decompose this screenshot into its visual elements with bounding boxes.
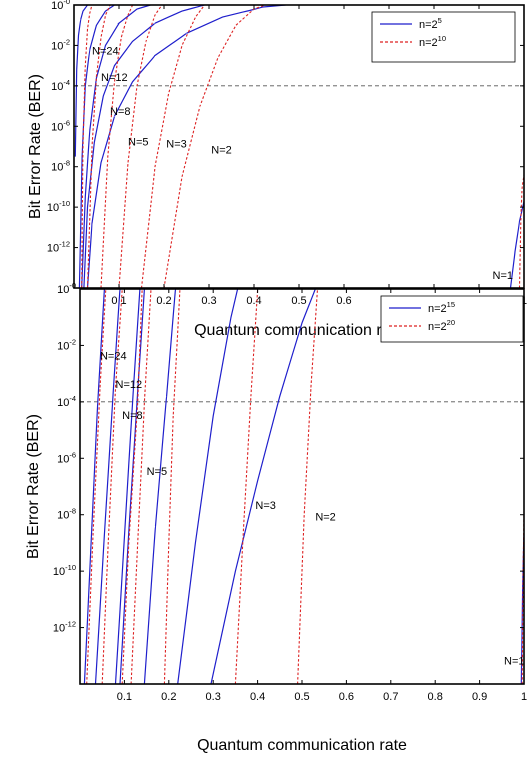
ber-chart-bottom: 0.1 0.2 0.3 0.4 0.5 0.6 0.7 0.8 0.9 1 10-0 10-2 10-4… xyxy=(25,281,527,754)
curve-label: N=1 xyxy=(493,270,514,282)
curve-label: N=2 xyxy=(315,511,336,523)
series-group xyxy=(83,289,524,684)
y-tick-label: 10-6 xyxy=(51,118,70,133)
y-axis-title: Bit Error Rate (BER) xyxy=(25,414,42,559)
curve-label: N=24 xyxy=(100,351,127,363)
curve-label: N=12 xyxy=(101,72,128,84)
curve-label: N=24 xyxy=(92,46,119,58)
plot-frame xyxy=(79,288,525,685)
y-tick-label: 10-8 xyxy=(51,159,70,174)
y-tick-label: 10-0 xyxy=(51,0,70,12)
ber-chart-top: 0.10.20.30.40.50.60.70.80.9110-010-210-4… xyxy=(27,0,527,339)
dashed-series-line-9 xyxy=(118,5,163,288)
x-tick-label: 1 xyxy=(521,691,527,703)
x-tick-label: 0.3 xyxy=(206,691,221,703)
x-tick-label: 0.6 xyxy=(339,691,354,703)
legend-label: n=215 xyxy=(428,300,455,315)
x-tick-label: 0.9 xyxy=(472,691,487,703)
x-tick-label: 0.4 xyxy=(246,295,261,307)
dashed-series-line-13 xyxy=(234,289,259,684)
y-tick-label: 10-0 xyxy=(57,281,76,296)
solid-series-line-2 xyxy=(81,5,152,288)
x-tick-label: 0.2 xyxy=(156,295,171,307)
solid-series-line-5 xyxy=(509,200,524,288)
y-tick-label: 10-2 xyxy=(57,337,76,352)
dashed-series-line-7 xyxy=(86,5,111,288)
series-group xyxy=(74,5,524,288)
solid-series-line-6 xyxy=(210,289,316,684)
solid-series-line-4 xyxy=(86,5,287,288)
curve-label: N=3 xyxy=(255,500,276,512)
legend-label: n=210 xyxy=(419,34,446,49)
x-tick-label: 0.2 xyxy=(161,691,176,703)
x-tick-label: 0.6 xyxy=(336,295,351,307)
legend-label: n=25 xyxy=(419,16,442,31)
solid-series-line-1 xyxy=(78,5,116,288)
solid-series-line-0 xyxy=(74,5,89,157)
curve-label: N=5 xyxy=(128,136,149,148)
legend-box xyxy=(380,295,524,343)
legend: n=25 n=210 xyxy=(371,11,516,63)
dashed-series-line-8 xyxy=(86,289,107,684)
x-tick-label: 0.8 xyxy=(428,691,443,703)
y-tick-label: 10-10 xyxy=(47,199,70,214)
legend-label: n=220 xyxy=(428,318,455,333)
dashed-series-line-10 xyxy=(121,289,143,684)
curve-label: N=2 xyxy=(211,145,232,157)
dashed-series-line-9 xyxy=(101,289,123,684)
curve-label: N=8 xyxy=(110,106,131,118)
y-tick-label: 10-4 xyxy=(57,394,76,409)
x-tick-label: 0.7 xyxy=(383,691,398,703)
dashed-series-line-11 xyxy=(130,289,152,684)
y-tick-label: 10-8 xyxy=(57,507,76,522)
y-tick-label: 10-12 xyxy=(53,620,76,635)
x-tick-label: 0.5 xyxy=(294,691,309,703)
dashed-series-line-10 xyxy=(140,5,206,288)
curve-label: N=8 xyxy=(122,410,142,422)
solid-series-line-3 xyxy=(119,289,146,684)
x-tick-label: 0.3 xyxy=(201,295,216,307)
y-tick-label: 10-2 xyxy=(51,37,70,52)
legend-box xyxy=(371,11,516,63)
x-axis-title: Quantum communication rate xyxy=(197,737,407,754)
legend: n=215 n=220 xyxy=(380,295,524,343)
curve-label: N=1 xyxy=(504,655,525,667)
curve-label: N=5 xyxy=(147,466,168,478)
curve-label: N=12 xyxy=(116,379,143,391)
dashed-series-line-12 xyxy=(163,289,181,684)
dashed-series-line-8 xyxy=(100,5,134,288)
solid-series-line-3 xyxy=(83,5,206,288)
x-tick-label: 0.4 xyxy=(250,691,265,703)
y-tick-label: 10-6 xyxy=(57,450,76,465)
x-tick-label: 0.5 xyxy=(291,295,306,307)
solid-series-line-1 xyxy=(94,289,121,684)
y-tick-label: 10-4 xyxy=(51,78,70,93)
solid-series-line-0 xyxy=(83,289,105,684)
dashed-series-line-14 xyxy=(297,289,319,684)
y-tick-label: 10-10 xyxy=(53,563,76,578)
y-axis-title: Bit Error Rate (BER) xyxy=(27,74,44,219)
solid-series-line-4 xyxy=(143,289,177,684)
y-tick-label: 10-12 xyxy=(47,240,70,255)
solid-series-line-2 xyxy=(114,289,141,684)
dashed-series-line-6 xyxy=(81,5,93,288)
dashed-series-line-12 xyxy=(518,174,524,288)
curve-label: N=3 xyxy=(166,139,187,151)
x-tick-label: 0.1 xyxy=(117,691,132,703)
solid-series-line-5 xyxy=(177,289,239,684)
x-axis-title: Quantum communication rate xyxy=(194,322,404,339)
